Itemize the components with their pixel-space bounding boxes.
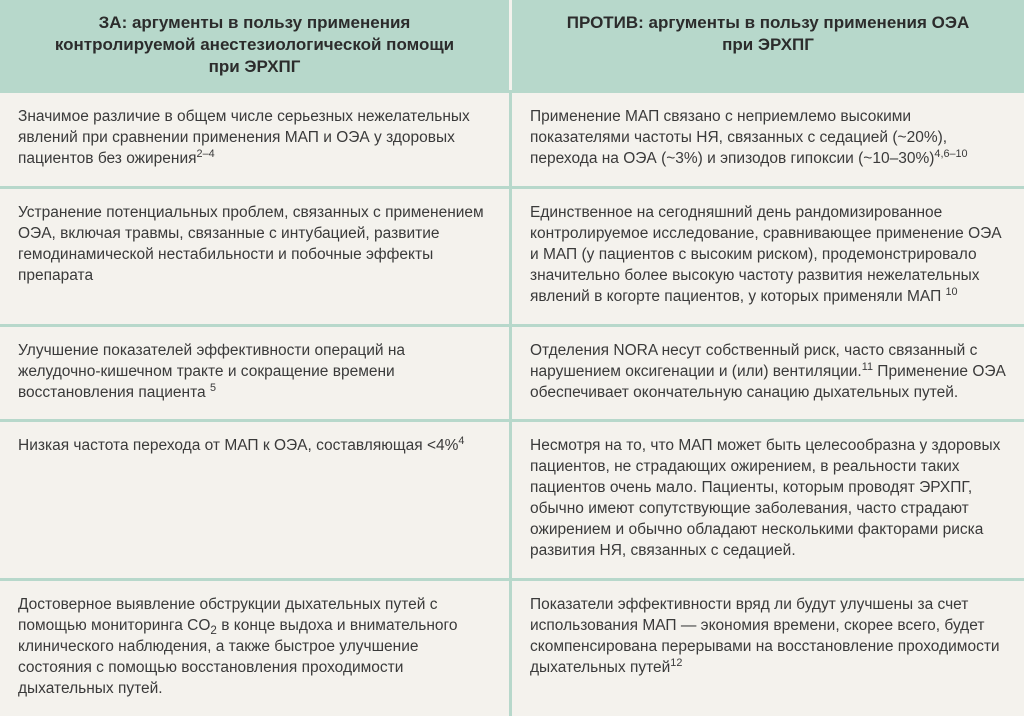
cell-against: Отделения NORA несут собственный риск, ч…	[512, 327, 1024, 420]
cell-for: Улучшение показателей эффективности опер…	[0, 327, 512, 420]
cell-text: Применение МАП связано с неприемлемо выс…	[530, 108, 947, 167]
cell-sup: 12	[670, 657, 682, 669]
cell-sup: 2–4	[197, 148, 215, 160]
cell-text: Низкая частота перехода от МАП к ОЭА, со…	[18, 437, 458, 454]
cell-against: Показатели эффективности вряд ли будут у…	[512, 581, 1024, 716]
cell-text: Устранение потенциальных проблем, связан…	[18, 204, 484, 284]
table-row: Улучшение показателей эффективности опер…	[0, 327, 1024, 423]
header-for: ЗА: аргументы в пользу применения контро…	[0, 0, 512, 90]
cell-for: Значимое различие в общем числе серьезны…	[0, 93, 512, 186]
table-header-row: ЗА: аргументы в пользу применения контро…	[0, 0, 1024, 93]
cell-against: Применение МАП связано с неприемлемо выс…	[512, 93, 1024, 186]
cell-against: Единственное на сегодняшний день рандоми…	[512, 189, 1024, 324]
table-row: Значимое различие в общем числе серьезны…	[0, 93, 1024, 189]
table-row: Достоверное выявление обструкции дыхател…	[0, 581, 1024, 716]
cell-sup: 4	[458, 435, 464, 447]
table-row: Устранение потенциальных проблем, связан…	[0, 189, 1024, 327]
table-row: Низкая частота перехода от МАП к ОЭА, со…	[0, 422, 1024, 581]
cell-sup: 5	[210, 381, 216, 393]
cell-against: Несмотря на то, что МАП может быть целес…	[512, 422, 1024, 578]
cell-sup: 11	[862, 360, 873, 372]
cell-text: Единственное на сегодняшний день рандоми…	[530, 204, 1002, 305]
header-against: ПРОТИВ: аргументы в пользу применения ОЭ…	[512, 0, 1024, 90]
cell-for: Устранение потенциальных проблем, связан…	[0, 189, 512, 324]
cell-text: Значимое различие в общем числе серьезны…	[18, 108, 470, 167]
cell-text: Показатели эффективности вряд ли будут у…	[530, 596, 1000, 676]
pros-cons-table: ЗА: аргументы в пользу применения контро…	[0, 0, 1024, 716]
cell-sup: 4,6–10	[934, 148, 967, 160]
cell-text: Несмотря на то, что МАП может быть целес…	[530, 437, 1000, 559]
cell-for: Достоверное выявление обструкции дыхател…	[0, 581, 512, 716]
cell-for: Низкая частота перехода от МАП к ОЭА, со…	[0, 422, 512, 578]
cell-sup: 10	[946, 286, 958, 298]
